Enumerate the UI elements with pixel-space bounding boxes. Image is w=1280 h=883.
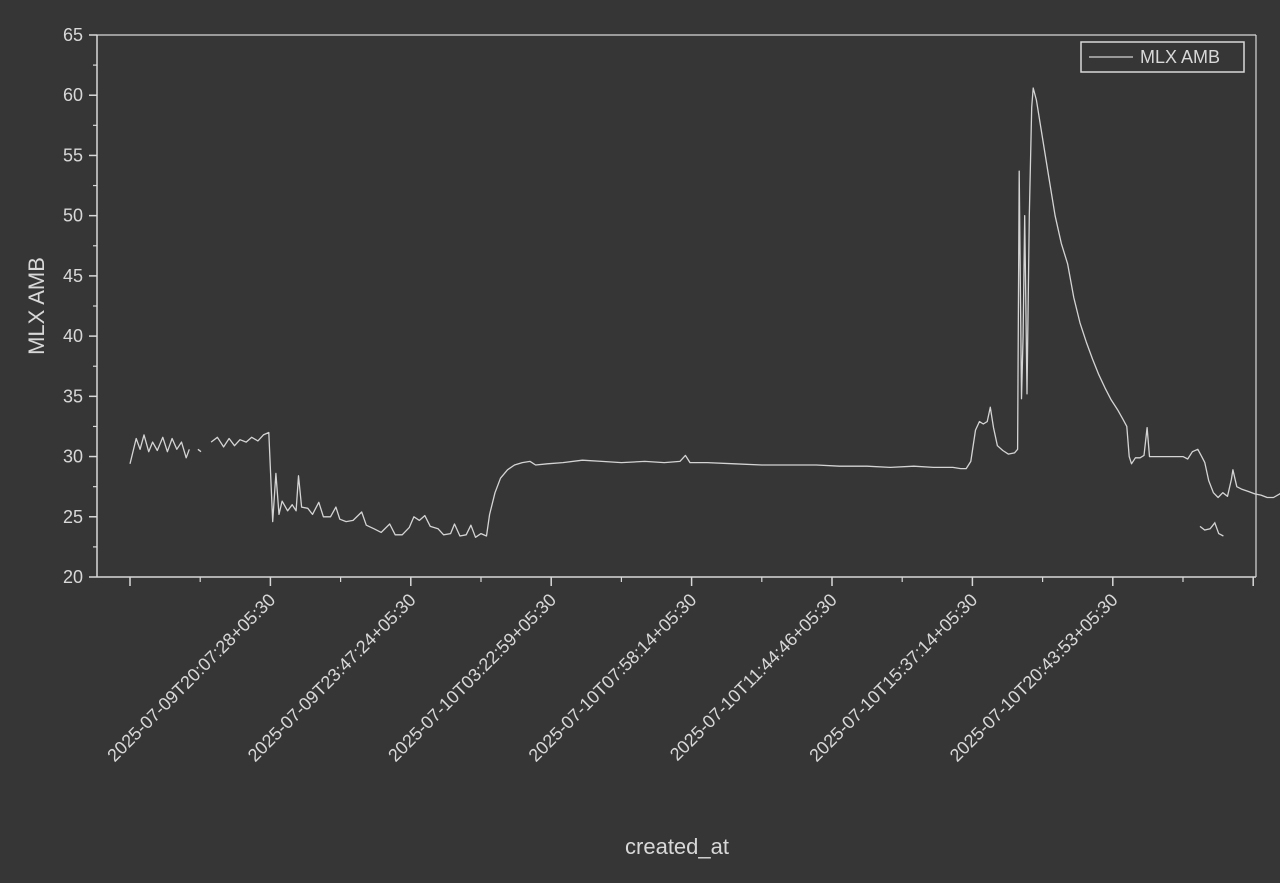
y-tick-label: 35 [63,386,83,406]
legend-label: MLX AMB [1140,47,1220,67]
y-axis-title: MLX AMB [24,257,49,355]
y-tick-label: 65 [63,25,83,45]
y-tick-label: 45 [63,266,83,286]
y-tick-label: 60 [63,85,83,105]
legend: MLX AMB [1080,41,1245,73]
y-tick-label: 50 [63,206,83,226]
y-tick-label: 40 [63,326,83,346]
series-line-mlx-amb [210,87,1280,538]
y-axis-ticks: 20 25 30 35 40 45 50 55 60 65 [63,25,97,587]
y-tick-label: 20 [63,567,83,587]
series-line-mlx-amb [197,448,202,453]
y-tick-label: 30 [63,447,83,467]
y-tick-label: 55 [63,145,83,165]
x-axis-title: created_at [625,834,729,859]
series-line-mlx-amb [129,434,190,464]
series-group [129,87,1280,538]
y-tick-label: 25 [63,507,83,527]
series-line-mlx-amb-tail [1199,521,1224,537]
legend-box [1080,41,1245,73]
